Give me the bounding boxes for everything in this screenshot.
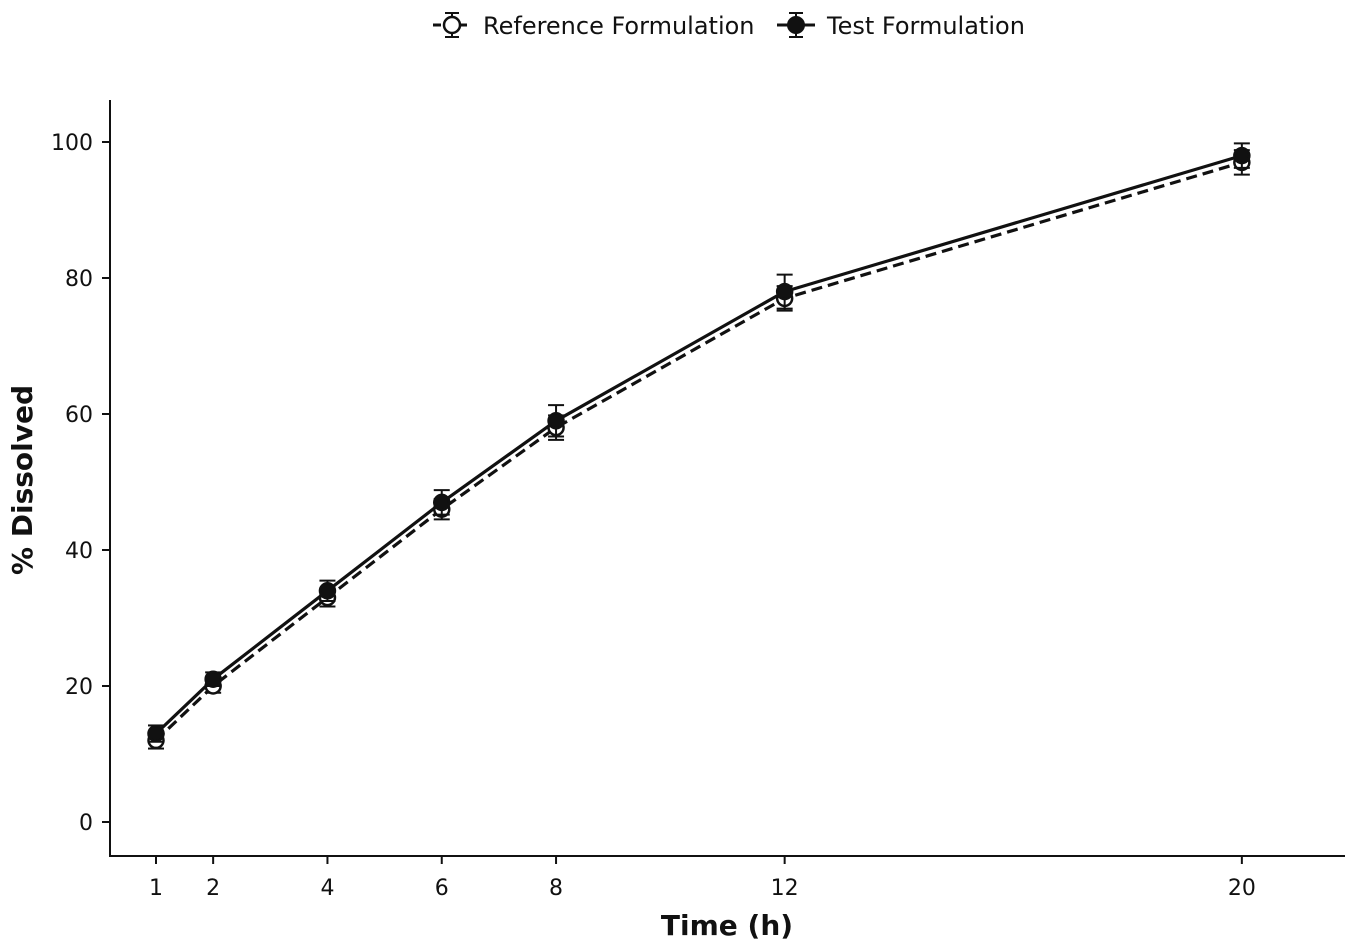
legend-test-label: Test Formulation [826, 12, 1025, 40]
legend-reference-marker [442, 15, 462, 35]
y-ticks: 0 20 40 60 80 100 [51, 131, 110, 836]
x-axis-title: Time (h) [661, 909, 793, 942]
x-tick-label: 2 [206, 876, 220, 901]
series-test-point [204, 670, 222, 688]
legend-item-test[interactable]: Test Formulation [777, 12, 1025, 40]
y-tick-label: 0 [79, 811, 93, 836]
x-tick-label: 12 [771, 876, 799, 901]
y-axis-title: % Dissolved [6, 385, 39, 575]
legend: Reference Formulation Test Formulation [433, 12, 1025, 40]
y-tick-label: 40 [65, 539, 93, 564]
series-test-point [318, 582, 337, 600]
series-test [147, 142, 1251, 743]
series-test-point [147, 724, 165, 743]
series-test-point [433, 493, 451, 512]
legend-item-reference[interactable]: Reference Formulation [433, 12, 755, 40]
series-test-point [1233, 146, 1251, 165]
y-tick-label: 60 [65, 403, 93, 428]
series-test-point [547, 412, 565, 430]
legend-test-marker [787, 16, 805, 34]
x-tick-label: 8 [549, 876, 563, 901]
series-test-point [775, 282, 794, 301]
series-test-line [154, 154, 1243, 735]
legend-reference-label: Reference Formulation [483, 12, 755, 40]
y-tick-label: 80 [65, 267, 93, 292]
x-ticks: 1 2 4 6 8 12 20 [149, 856, 1256, 901]
series-reference-line [154, 160, 1243, 742]
x-tick-label: 4 [320, 876, 334, 901]
x-tick-label: 6 [435, 876, 449, 901]
x-tick-label: 1 [149, 876, 163, 901]
y-tick-label: 100 [51, 131, 93, 156]
y-tick-label: 20 [65, 675, 93, 700]
x-tick-label: 20 [1228, 876, 1256, 901]
series-layer [147, 142, 1251, 750]
series-reference [147, 149, 1251, 750]
